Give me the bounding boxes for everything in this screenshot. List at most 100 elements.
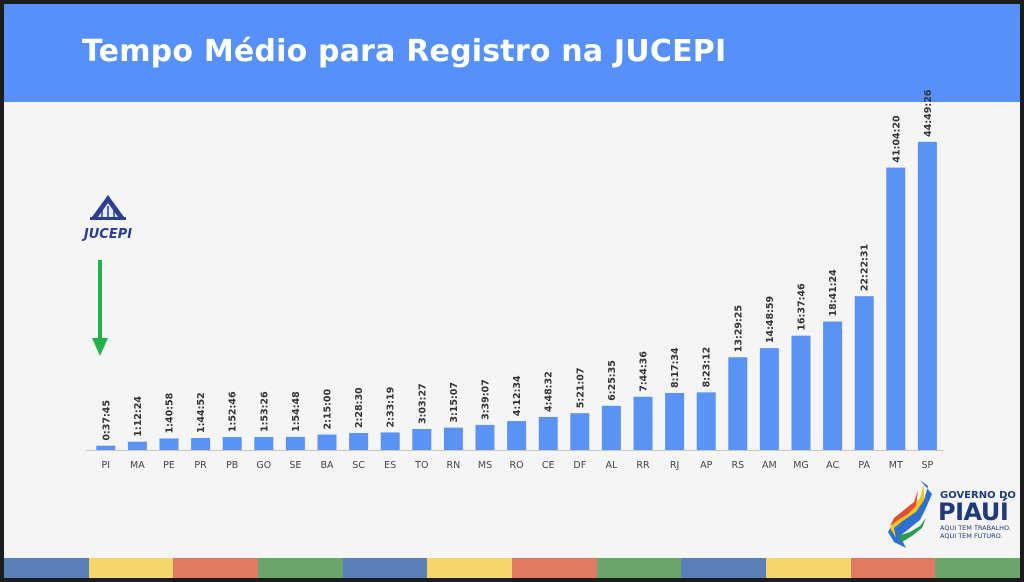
bar-sc [349, 432, 369, 450]
x-tick-label: ES [384, 460, 396, 471]
bar-sp [917, 141, 937, 450]
bar-ms [475, 424, 495, 450]
arrow-down-icon [92, 260, 108, 356]
x-tick-label: PR [194, 460, 207, 471]
bar-rr [633, 396, 653, 450]
jucepi-logo-text: JUCEPI [83, 227, 133, 242]
gov-logo-line3: AQUI TEM TRABALHO. [940, 524, 1011, 532]
bar-ac [823, 321, 843, 450]
bar-chart: 0:37:45 PI 1:12:24 MA 1:40:58 PE 1:44:52 PR 1:52… [86, 89, 944, 471]
gov-logo-line2: PIAUÍ [938, 498, 1009, 526]
x-tick-label: MG [793, 460, 809, 471]
bar-rn [443, 427, 463, 450]
data-label: 2:15:00 [323, 388, 334, 429]
footer-color-stripe [4, 558, 1020, 578]
bar-ba [317, 434, 337, 450]
jucepi-building-icon [90, 195, 126, 220]
stripe-segment [766, 558, 851, 578]
x-tick-label: AP [700, 460, 712, 471]
stripe-segment [596, 558, 682, 578]
bar-df [570, 413, 590, 450]
x-tick-label: RJ [670, 460, 679, 471]
data-label: 8:23:12 [702, 347, 713, 388]
bar-to [412, 428, 432, 450]
bar-pr [191, 437, 211, 450]
bar-pa [854, 296, 874, 450]
data-label: 7:44:36 [639, 351, 650, 392]
data-label: 22:22:31 [860, 244, 871, 291]
stripe-segment [173, 558, 259, 578]
x-tick-label: SE [289, 460, 301, 471]
stripe-segment [935, 558, 1020, 578]
data-label: 18:41:24 [828, 269, 839, 317]
data-label: 4:48:32 [544, 371, 555, 412]
data-label: 3:03:27 [417, 383, 428, 424]
bar-ap [696, 392, 716, 450]
data-label: 13:29:25 [733, 305, 744, 352]
bar-pb [222, 437, 242, 450]
x-tick-label: RS [731, 460, 744, 471]
x-tick-label: CE [542, 460, 555, 471]
bar-mg [791, 335, 811, 450]
page-title: Tempo Médio para Registro na JUCEPI [82, 34, 727, 69]
x-tick-label: BA [320, 460, 334, 471]
data-label: 14:48:59 [765, 296, 776, 343]
bar-se [285, 436, 305, 450]
governo-piaui-logo: GOVERNO DO PIAUÍ AQUI TEM TRABALHO. AQUI… [880, 476, 1020, 556]
bar-ro [507, 421, 527, 450]
data-label: 8:17:34 [670, 347, 681, 388]
stripe-segment [512, 558, 597, 578]
x-tick-label: MS [478, 460, 492, 471]
x-tick-label: TO [414, 460, 428, 471]
bar-mt [886, 167, 906, 450]
x-tick-label: DF [573, 460, 586, 471]
stripe-segment [681, 558, 767, 578]
gov-logo-line4: AQUI TEM FUTURO. [940, 532, 1003, 540]
x-tick-label: AC [826, 460, 839, 471]
piaui-map-icon [888, 480, 932, 548]
x-tick-label: PB [226, 460, 238, 471]
bar-am [759, 348, 779, 450]
x-tick-label: SP [922, 460, 934, 471]
x-tick-label: MT [889, 460, 903, 471]
data-label: 41:04:20 [891, 115, 902, 163]
bar-ce [538, 416, 558, 450]
x-tick-label: PE [163, 460, 175, 471]
gov-logo-line1: GOVERNO DO [940, 490, 1016, 501]
x-tick-label: MA [130, 460, 145, 471]
data-label: 2:28:30 [354, 387, 365, 428]
data-label: 2:33:19 [386, 387, 397, 428]
stripe-segment [258, 558, 343, 578]
data-label: 5:21:07 [575, 368, 586, 409]
x-tick-label: SC [352, 460, 365, 471]
stripe-segment [427, 558, 513, 578]
bar-pi [96, 445, 116, 450]
x-tick-label: PA [858, 460, 870, 471]
data-label: 1:53:26 [259, 391, 270, 432]
data-label: 1:12:24 [133, 396, 144, 437]
jucepi-logo: JUCEPI [78, 187, 138, 253]
data-label: 1:44:52 [196, 392, 207, 433]
bar-al [601, 405, 621, 450]
bar-ma [127, 441, 147, 450]
data-label: 0:37:45 [101, 400, 112, 441]
x-tick-label: RN [447, 460, 461, 471]
data-label: 4:12:34 [512, 375, 523, 416]
bar-rs [728, 357, 748, 450]
header-bar: Tempo Médio para Registro na JUCEPI [4, 4, 1020, 102]
slide: Tempo Médio para Registro na JUCEPI 0:37… [4, 4, 1020, 578]
data-label: 1:54:48 [291, 391, 302, 432]
bar-pe [159, 438, 179, 450]
data-label: 6:25:35 [607, 360, 618, 401]
stripe-segment [4, 558, 89, 578]
bar-rj [665, 392, 685, 450]
bar-es [380, 432, 400, 450]
data-label: 1:52:46 [228, 391, 239, 432]
x-tick-label: PI [102, 460, 111, 471]
stripe-segment [850, 558, 936, 578]
bar-go [254, 437, 274, 450]
data-label: 16:37:46 [797, 283, 808, 331]
x-tick-label: GO [256, 460, 271, 471]
stripe-segment [342, 558, 428, 578]
x-tick-label: AL [606, 460, 618, 471]
